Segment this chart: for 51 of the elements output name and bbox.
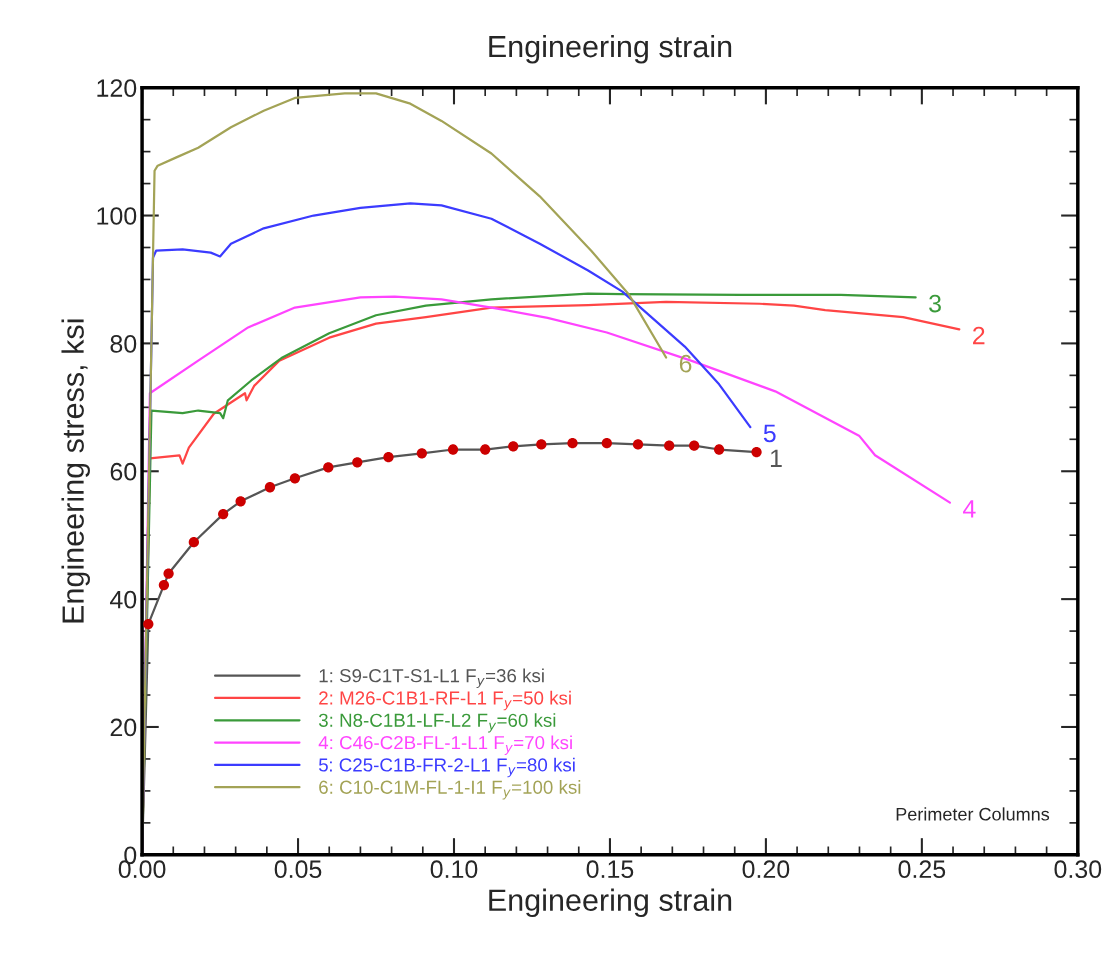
point (447, 444, 459, 455)
point (352, 457, 363, 468)
point (632, 439, 644, 450)
point (218, 508, 229, 520)
x-tick-label: 0.15 (586, 860, 634, 879)
point (264, 482, 276, 493)
legend-label: 4: C46-C2B-FL-1-L1 F$_{y}$=70 ksi (318, 735, 572, 755)
point (601, 437, 612, 449)
legend-label: 1: S9-C1T-S1-L1 F$_{y}$=36 ksi (319, 668, 544, 688)
point (480, 444, 491, 455)
point (664, 440, 675, 451)
y-tick-label: 40 (109, 590, 137, 609)
point (713, 444, 725, 455)
point (416, 448, 428, 459)
legend-label: 3: N8-C1B1-LF-L2 F$_{y}$=60 ksi (318, 713, 556, 733)
y-axis-title: Engineering stress, ksi (61, 319, 90, 623)
point (188, 537, 200, 548)
x-tick-label: 0.10 (430, 860, 478, 879)
annotation: 4 (963, 500, 976, 518)
point (289, 473, 301, 484)
chart-title: Engineering strain (489, 34, 732, 64)
point (536, 439, 547, 450)
legend-label: 5: C25-C1B-FR-2-L1 F$_{y}$=80 ksi (318, 757, 575, 778)
point (158, 579, 170, 591)
x-tick-label: 0.25 (898, 860, 946, 879)
x-axis-title: Engineering strain (489, 888, 732, 918)
point (751, 446, 762, 458)
x-tick-label: 0.05 (274, 860, 322, 879)
annotation: 6 (679, 354, 692, 373)
annotation: Perimeter Columns (896, 807, 1050, 821)
y-tick-label: 20 (110, 718, 137, 737)
point (689, 440, 700, 451)
point (163, 568, 174, 579)
x-tick-label: 0.20 (742, 860, 790, 879)
point (567, 437, 578, 449)
point (323, 462, 334, 473)
x-tick-label: 0.30 (1054, 860, 1102, 879)
annotation: 5 (763, 424, 776, 443)
y-tick-label: 60 (110, 462, 137, 481)
y-tick-label: 100 (97, 207, 137, 225)
point (383, 452, 394, 463)
annotation: 2 (973, 326, 985, 345)
point (235, 496, 246, 507)
legend-label: 6: C10-C1M-FL-1-I1 F$_{y}$=100 ksi (319, 780, 581, 800)
point (508, 441, 519, 452)
point (143, 618, 154, 630)
annotation: 3 (929, 294, 941, 313)
annotation: 1 (770, 449, 782, 467)
y-tick-label: 120 (97, 79, 137, 97)
legend-label: 2: M26-C1B1-RF-L1 F$_{y}$=50 ksi (319, 690, 571, 711)
y-tick-label: 80 (110, 335, 137, 353)
